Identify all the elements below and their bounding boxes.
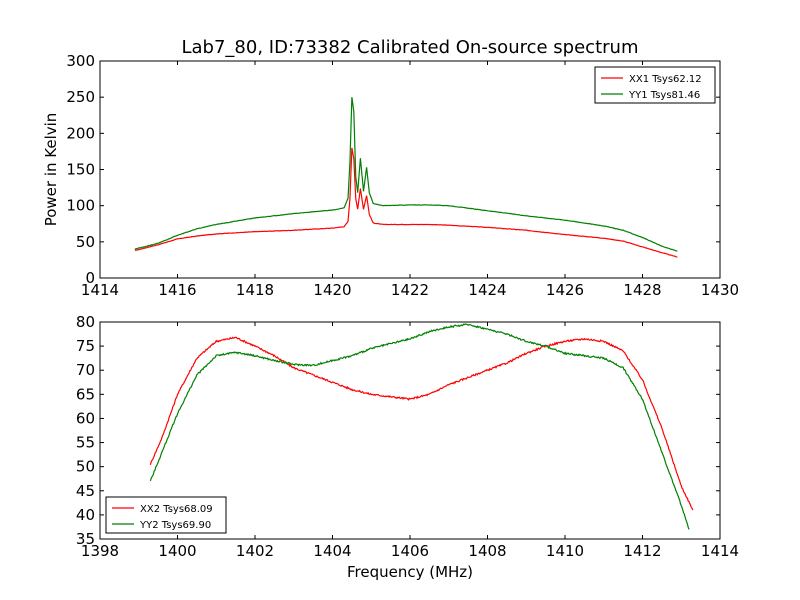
x-tick-label: 1416 (158, 281, 196, 299)
x-tick-label: 1414 (701, 542, 739, 560)
x-tick-label: 1420 (313, 281, 351, 299)
legend: XX1 Tsys62.12 YY1 Tsys81.46 (594, 66, 716, 104)
y-tick-label: 55 (76, 434, 95, 452)
x-axis-label: Frequency (MHz) (347, 563, 473, 581)
y-tick-label: 75 (76, 337, 95, 355)
x-tick-label: 1430 (701, 281, 739, 299)
legend-box (594, 66, 716, 104)
legend: XX2 Tsys68.09 YY2 Tsys69.90 (105, 496, 227, 534)
x-tick-label: 1418 (236, 281, 274, 299)
y-tick-label: 65 (76, 385, 95, 403)
y-tick-label: 70 (76, 361, 95, 379)
legend-label: XX1 Tsys62.12 (629, 74, 702, 85)
x-tick-label: 1424 (468, 281, 506, 299)
y-tick-label: 45 (76, 482, 95, 500)
y-tick-label: 40 (76, 506, 95, 524)
x-tick-label: 1426 (546, 281, 584, 299)
x-tick-label: 1414 (81, 281, 119, 299)
y-tick-label: 200 (66, 124, 95, 142)
series-line-yy1 (134, 97, 678, 252)
x-tick-label: 1406 (391, 542, 429, 560)
x-tick-label: 1398 (81, 542, 119, 560)
y-tick-label: 250 (66, 88, 95, 106)
series-line-yy2 (149, 323, 690, 530)
x-tick-label: 1402 (236, 542, 274, 560)
y-tick-label: 150 (66, 161, 95, 179)
legend-box (105, 496, 227, 534)
x-tick-label: 1404 (313, 542, 351, 560)
y-tick-label: 100 (66, 197, 95, 215)
top-spectrum-plot: 1414 1416 1418 1420 1422 1424 1426 1428 1430 0 50 1… (42, 52, 739, 299)
x-tick-label: 1400 (158, 542, 196, 560)
x-tick-label: 1412 (623, 542, 661, 560)
legend-label: XX2 Tsys68.09 (140, 504, 213, 515)
y-tick-label: 60 (76, 409, 95, 427)
x-tick-label: 1422 (391, 281, 429, 299)
figure-title: Lab7_80, ID:73382 Calibrated On-source s… (182, 37, 639, 58)
y-tick-label: 35 (76, 530, 95, 548)
bottom-spectrum-plot: 1398 1400 1402 1404 1406 1408 1410 1412 1414 35 40… (76, 313, 739, 581)
y-tick-label: 0 (85, 269, 95, 287)
x-tick-label: 1428 (623, 281, 661, 299)
legend-label: YY2 Tsys69.90 (139, 520, 211, 531)
legend-label: YY1 Tsys81.46 (628, 90, 700, 101)
series-line-xx1 (134, 147, 678, 258)
series-line-xx2 (149, 336, 694, 511)
y-tick-label: 300 (66, 52, 95, 70)
x-tick-label: 1408 (468, 542, 506, 560)
y-tick-label: 80 (76, 313, 95, 331)
y-tick-label: 50 (76, 458, 95, 476)
y-axis-label: Power in Kelvin (42, 113, 60, 227)
y-tick-label: 50 (76, 233, 95, 251)
x-tick-label: 1410 (546, 542, 584, 560)
